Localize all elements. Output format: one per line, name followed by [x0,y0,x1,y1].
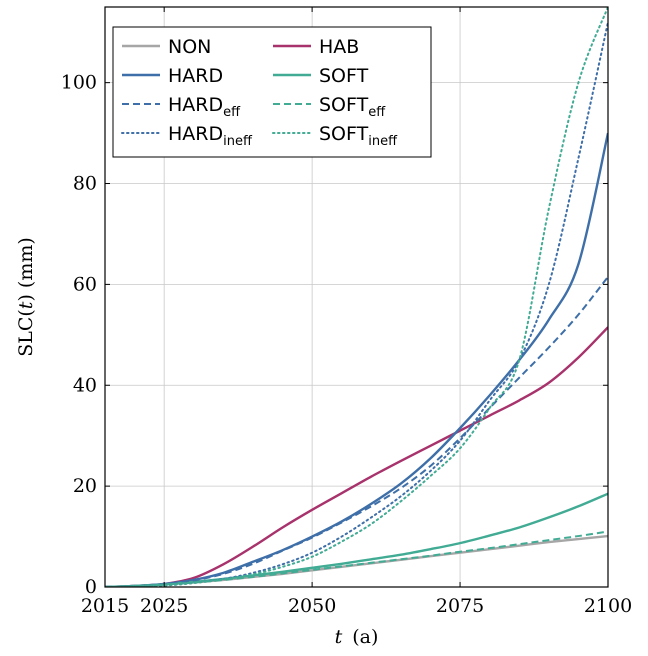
series-lines [105,7,608,587]
legend-label: HAB [319,36,359,58]
y-axis-var: t [15,301,37,309]
legend-label: SOFTeff [319,94,386,120]
axis-ticks: 2015 2025 2050 2075 2100 0 20 40 60 80 100 [61,7,632,617]
series-line-hard-eff [105,276,608,587]
legend-label: HARDineff [168,123,253,149]
legend-label: HARDeff [168,94,241,120]
legend-label: NON [168,36,211,58]
series-line-hab [105,326,608,587]
x-tick-label: 2075 [436,595,484,617]
x-tick-label: 2100 [584,595,632,617]
y-tick-label: 80 [73,173,97,195]
series-line-soft [105,492,608,587]
y-tick-label: 60 [73,273,97,295]
y-axis-label: SLC(t) (mm) [15,237,37,357]
series-line-hard [105,132,608,587]
x-axis-label: t (a) [335,626,379,648]
series-line-hard-ineff [105,21,608,587]
x-tick-label: 2025 [140,595,188,617]
y-axis-suffix: ) (mm) [15,237,37,301]
legend: NON HAB HARD SOFT HARDeff SOFTeff HARDineff SOF… [112,26,432,158]
y-tick-label: 20 [73,475,97,497]
legend-label: SOFT [319,65,369,87]
legend-label: HARD [168,65,223,87]
y-axis-prefix: SLC( [15,309,37,357]
y-tick-label: 40 [73,374,97,396]
plot-area-frame [104,6,609,588]
x-tick-label: 2015 [81,595,129,617]
y-tick-label: 0 [85,576,97,598]
x-axis-unit: (a) [352,626,378,648]
x-tick-label: 2050 [288,595,336,617]
legend-box [112,26,432,158]
series-line-soft-eff [105,530,608,587]
x-axis-var: t [335,626,343,648]
legend-label: SOFTineff [319,123,398,149]
y-tick-label: 100 [61,72,97,94]
